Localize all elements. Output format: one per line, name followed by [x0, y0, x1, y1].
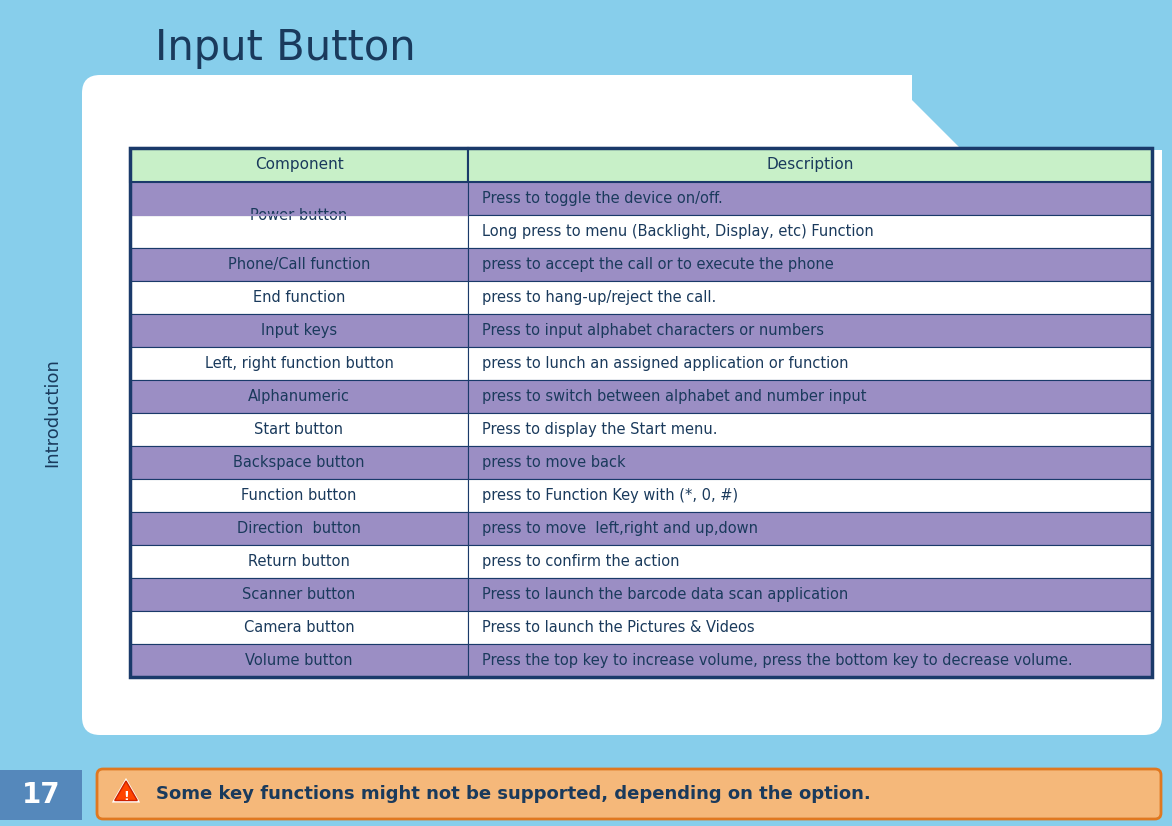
Bar [468, 314, 1152, 347]
Bar [468, 248, 1152, 281]
Bar [130, 545, 468, 578]
Text: Press to toggle the device on/off.: Press to toggle the device on/off. [482, 191, 723, 206]
Bar [130, 215, 468, 248]
Bar [130, 148, 468, 182]
Bar [130, 281, 468, 314]
Bar [130, 413, 468, 446]
Bar [468, 545, 1152, 578]
Text: Function button: Function button [241, 488, 356, 503]
Text: End function: End function [253, 290, 346, 305]
Bar [468, 644, 1152, 677]
Text: Power button: Power button [251, 207, 348, 222]
Bar [130, 380, 468, 413]
Text: Description: Description [766, 158, 853, 173]
Text: Introduction: Introduction [43, 358, 61, 467]
Bar [468, 512, 1152, 545]
Text: Component: Component [254, 158, 343, 173]
Text: Press to launch the Pictures & Videos: Press to launch the Pictures & Videos [482, 620, 755, 635]
Text: Volume button: Volume button [245, 653, 353, 668]
Bar [0, 0, 1172, 78]
Bar [468, 347, 1152, 380]
Text: Press to display the Start menu.: Press to display the Start menu. [482, 422, 717, 437]
Bar [468, 148, 1152, 182]
Bar [130, 446, 468, 479]
Bar [468, 281, 1152, 314]
Text: Press the top key to increase volume, press the bottom key to decrease volume.: Press the top key to increase volume, pr… [482, 653, 1072, 668]
Text: 17: 17 [22, 781, 60, 809]
Bar [130, 314, 468, 347]
Text: !: ! [123, 790, 129, 803]
Bar [130, 182, 468, 215]
Bar [0, 770, 82, 820]
Bar [130, 644, 468, 677]
Text: Alphanumeric: Alphanumeric [248, 389, 350, 404]
Text: press to accept the call or to execute the phone: press to accept the call or to execute t… [482, 257, 833, 272]
FancyBboxPatch shape [82, 75, 1161, 735]
Bar [130, 248, 468, 281]
Bar [468, 182, 1152, 215]
Bar [130, 611, 468, 644]
Bar [130, 578, 468, 611]
Text: Input Button: Input Button [155, 27, 416, 69]
Bar [468, 479, 1152, 512]
Text: press to hang-up/reject the call.: press to hang-up/reject the call. [482, 290, 716, 305]
Text: Return button: Return button [248, 554, 350, 569]
Text: Backspace button: Backspace button [233, 455, 364, 470]
FancyBboxPatch shape [97, 769, 1161, 819]
Text: Press to launch the barcode data scan application: Press to launch the barcode data scan ap… [482, 587, 849, 602]
Text: press to switch between alphabet and number input: press to switch between alphabet and num… [482, 389, 866, 404]
Text: Press to input alphabet characters or numbers: Press to input alphabet characters or nu… [482, 323, 824, 338]
Bar [468, 578, 1152, 611]
Bar [468, 446, 1152, 479]
Text: press to Function Key with (*, 0, #): press to Function Key with (*, 0, #) [482, 488, 738, 503]
Text: press to move  left,right and up,down: press to move left,right and up,down [482, 521, 758, 536]
Text: Left, right function button: Left, right function button [205, 356, 394, 371]
Text: Direction  button: Direction button [237, 521, 361, 536]
Text: press to move back: press to move back [482, 455, 626, 470]
Bar [130, 479, 468, 512]
Text: Input keys: Input keys [261, 323, 338, 338]
Text: Long press to menu (Backlight, Display, etc) Function: Long press to menu (Backlight, Display, … [482, 224, 874, 239]
Text: Start button: Start button [254, 422, 343, 437]
Polygon shape [115, 781, 137, 800]
Text: Some key functions might not be supported, depending on the option.: Some key functions might not be supporte… [156, 785, 871, 803]
Text: press to confirm the action: press to confirm the action [482, 554, 680, 569]
Text: press to lunch an assigned application or function: press to lunch an assigned application o… [482, 356, 849, 371]
Bar [468, 611, 1152, 644]
Polygon shape [912, 75, 1161, 150]
Bar [130, 347, 468, 380]
Bar [468, 380, 1152, 413]
Text: Camera button: Camera button [244, 620, 354, 635]
Bar [468, 215, 1152, 248]
Text: Scanner button: Scanner button [243, 587, 355, 602]
Text: Phone/Call function: Phone/Call function [227, 257, 370, 272]
Bar [468, 413, 1152, 446]
Bar [130, 148, 1152, 677]
Bar [130, 512, 468, 545]
